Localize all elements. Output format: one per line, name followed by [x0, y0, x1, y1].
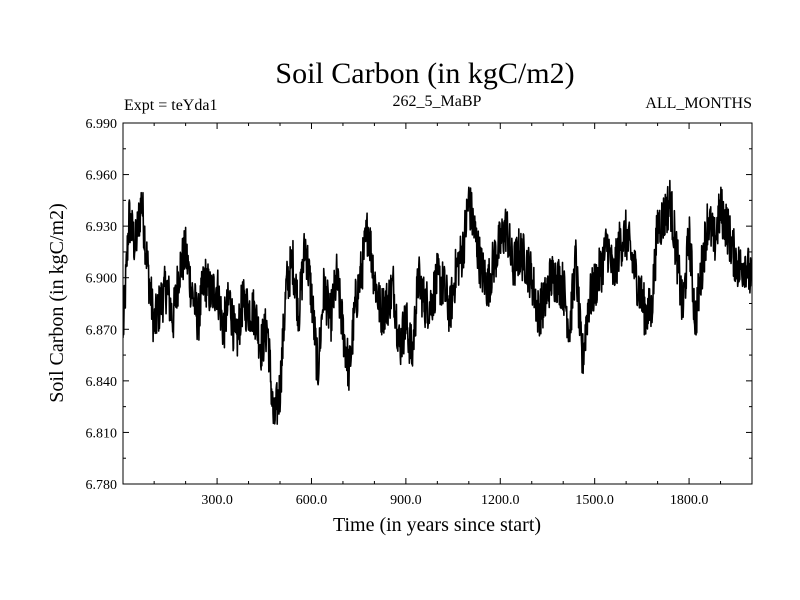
series-line — [123, 179, 752, 425]
series-layer — [123, 179, 752, 425]
y-tick-label: 6.930 — [86, 220, 118, 235]
x-axis-label: Time (in years since start) — [333, 514, 541, 536]
experiment-label: Expt = teYda1 — [124, 97, 217, 114]
chart-title: Soil Carbon (in kgC/m2) — [275, 57, 574, 90]
y-tick-label: 6.840 — [86, 375, 118, 390]
plot-frame — [122, 122, 753, 485]
y-axis-ticks: 6.780 6.810 6.840 6.870 6.900 6.930 6.960 6.990 — [86, 117, 752, 493]
x-tick-label: 1200.0 — [481, 493, 520, 508]
period-label: 262_5_MaBP — [393, 93, 482, 110]
y-axis-label: Soil Carbon (in kgC/m2) — [46, 203, 68, 402]
y-tick-label: 6.990 — [86, 117, 118, 132]
y-tick-label: 6.900 — [86, 272, 118, 287]
months-label: ALL_MONTHS — [645, 95, 752, 112]
x-axis-ticks: 300.0 600.0 900.0 1200.0 1500.0 1800.0 — [153, 123, 722, 508]
y-tick-label: 6.780 — [86, 478, 118, 493]
x-tick-label: 300.0 — [201, 493, 233, 508]
y-tick-label: 6.810 — [86, 426, 118, 441]
x-tick-label: 900.0 — [390, 493, 422, 508]
y-tick-label: 6.960 — [86, 169, 118, 184]
x-tick-label: 1500.0 — [575, 493, 614, 508]
y-tick-label: 6.870 — [86, 323, 118, 338]
x-tick-label: 1800.0 — [670, 493, 709, 508]
x-tick-label: 600.0 — [296, 493, 328, 508]
